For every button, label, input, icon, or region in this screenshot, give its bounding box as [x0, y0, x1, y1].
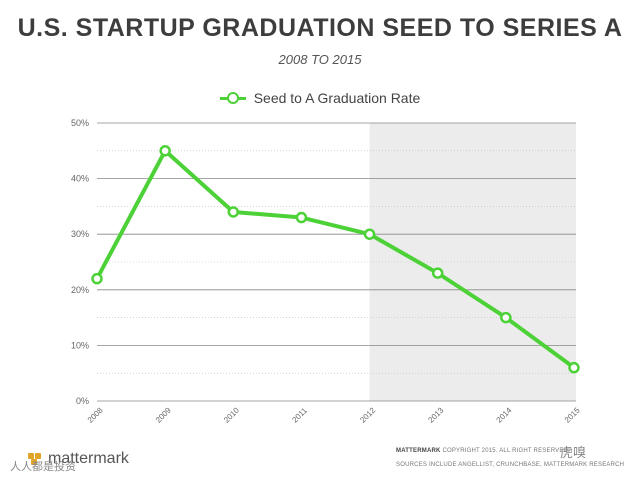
series-line — [95, 148, 576, 370]
data-point — [568, 361, 580, 374]
chart-subtitle: 2008 TO 2015 — [278, 52, 362, 67]
y-tick-label: 40% — [71, 174, 89, 184]
chart-title: U.S. STARTUP GRADUATION SEED TO SERIES A — [17, 14, 623, 42]
data-point — [295, 211, 308, 224]
y-tick-label: 0% — [76, 396, 89, 406]
footer-sources: SOURCES INCLUDE ANGELLIST, CRUNCHBASE, M… — [396, 462, 625, 468]
mattermark-logo: mattermark — [28, 450, 129, 468]
y-tick-label: 20% — [71, 285, 89, 295]
data-point — [500, 311, 512, 324]
footer-copyright: MATTERMARK COPYRIGHT 2015. ALL RIGHT RES… — [396, 448, 570, 454]
x-tick-label: 2012 — [358, 405, 377, 424]
y-tick-label: 50% — [71, 118, 89, 128]
y-tick-label: 30% — [71, 229, 89, 239]
data-point — [91, 272, 103, 285]
x-tick-label: 2010 — [222, 405, 241, 424]
y-tick-label: 10% — [71, 340, 89, 350]
data-point — [159, 145, 171, 157]
x-tick-label: 2013 — [426, 405, 445, 424]
data-point — [227, 206, 240, 218]
x-tick-label: 2009 — [154, 405, 173, 424]
logo-mark-icon — [28, 453, 44, 465]
watermark-right: 虎嗅 — [560, 445, 587, 460]
legend-swatch — [219, 92, 246, 104]
data-point — [431, 267, 444, 279]
footer-copyright-brand: MATTERMARK — [396, 448, 441, 454]
logo-text: mattermark — [48, 450, 129, 467]
watermark-left: 人人都是投资 — [10, 461, 76, 473]
x-tick-label: 2008 — [86, 405, 105, 424]
data-point — [363, 228, 376, 240]
x-tick-label: 2011 — [290, 406, 309, 425]
x-tick-label: 2014 — [495, 405, 514, 424]
footer-copyright-text: COPYRIGHT 2015. ALL RIGHT RESERVED. — [442, 448, 570, 454]
legend: Seed to A Graduation Rate — [0, 90, 640, 106]
x-tick-label: 2015 — [563, 405, 582, 424]
legend-label: Seed to A Graduation Rate — [253, 90, 421, 106]
